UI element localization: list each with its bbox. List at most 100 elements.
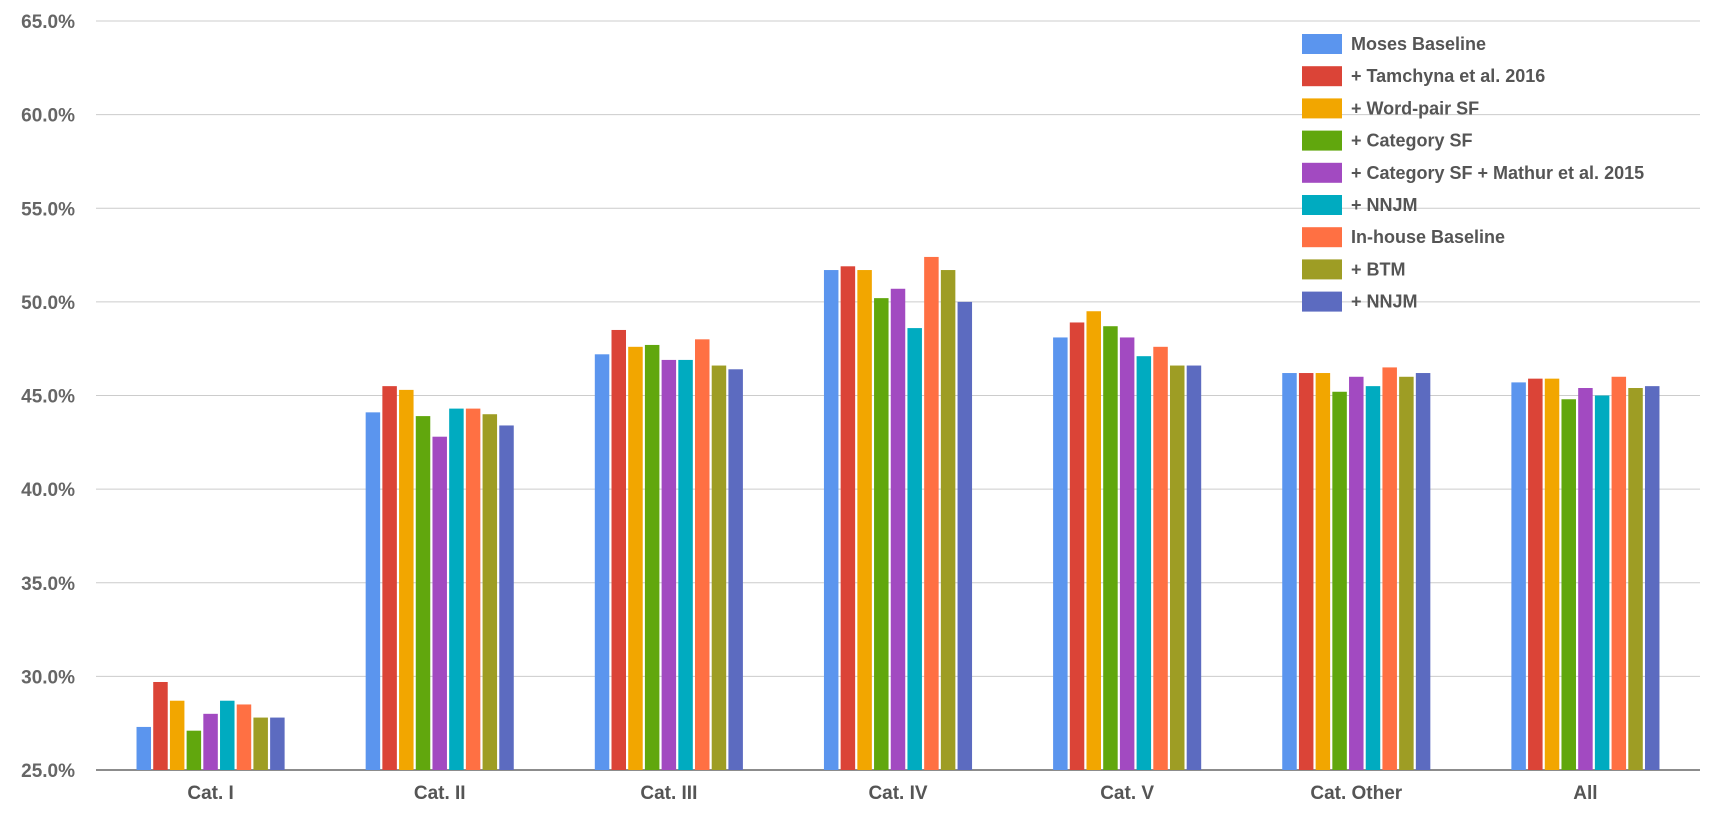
bar [644, 344, 660, 770]
bar [153, 681, 168, 770]
legend-label: + NNJM [1351, 292, 1418, 312]
bar [203, 713, 218, 770]
y-axis-tick-labels: 25.0% 30.0% 35.0% 40.0% 45.0% 50.0% 55.0% 60.0%… [21, 12, 75, 782]
bar [874, 298, 889, 770]
bar [1511, 382, 1526, 770]
bar [1298, 373, 1314, 770]
bar [840, 266, 856, 770]
bar [399, 389, 414, 770]
bar [253, 717, 268, 770]
bar [1086, 311, 1101, 770]
bar [465, 408, 481, 770]
legend-swatch [1302, 66, 1342, 87]
bar [594, 354, 610, 770]
bar [1069, 322, 1085, 770]
bar [957, 301, 973, 770]
bar [728, 369, 743, 770]
y-tick-label: 25.0% [21, 761, 75, 782]
bar [1544, 378, 1560, 770]
legend-swatch [1302, 98, 1342, 119]
x-tick-label: Cat. III [640, 783, 697, 804]
bar [169, 700, 185, 770]
y-tick-label: 65.0% [21, 12, 75, 33]
bar [1644, 386, 1660, 770]
bar [1119, 337, 1135, 770]
bar [695, 339, 710, 770]
bar [382, 386, 397, 770]
bar [1594, 395, 1610, 770]
legend-label: In-house Baseline [1351, 227, 1505, 247]
bar [1103, 326, 1118, 770]
y-tick-label: 60.0% [21, 106, 75, 127]
legend-swatch [1302, 195, 1342, 215]
legend-swatch [1302, 227, 1342, 248]
bar [1349, 376, 1364, 770]
legend-swatch [1302, 259, 1342, 280]
y-tick-label: 45.0% [21, 387, 75, 408]
legend-swatch [1302, 34, 1342, 54]
bar [1628, 388, 1643, 770]
bar [1136, 356, 1152, 770]
bar [940, 270, 956, 770]
bar [1415, 373, 1431, 770]
bar [611, 329, 627, 770]
y-tick-label: 35.0% [21, 574, 75, 595]
x-tick-label: Cat. I [187, 783, 233, 804]
bar [236, 704, 252, 770]
bar [1528, 378, 1543, 770]
bar [186, 730, 202, 770]
bar [220, 700, 235, 770]
bar [1153, 346, 1168, 770]
y-tick-label: 40.0% [21, 480, 75, 501]
bar [432, 436, 447, 770]
bar [1365, 386, 1381, 770]
bar [1578, 388, 1593, 770]
bar [661, 359, 677, 770]
bar [415, 416, 431, 770]
y-tick-label: 30.0% [21, 667, 75, 688]
bar [628, 346, 643, 770]
legend-label: + Word-pair SF [1351, 98, 1479, 118]
bar [1611, 376, 1627, 770]
legend-swatch [1302, 291, 1342, 312]
x-tick-label: Cat. II [414, 783, 466, 804]
bar [482, 414, 498, 770]
x-axis-tick-labels: Cat. I Cat. II Cat. III Cat. IV Cat. V Cat. O… [187, 783, 1597, 804]
bar [499, 425, 514, 770]
bar [823, 270, 839, 770]
bar [1053, 337, 1068, 770]
y-tick-label: 55.0% [21, 199, 75, 220]
bar [1561, 399, 1576, 770]
legend-label: + Tamchyna et al. 2016 [1351, 66, 1545, 86]
bar [365, 412, 381, 770]
bar [857, 270, 872, 770]
bar [1315, 373, 1331, 770]
bar [270, 717, 285, 770]
bar [890, 288, 906, 770]
x-tick-label: Cat. Other [1310, 783, 1402, 804]
bar [1332, 391, 1347, 770]
bar [1186, 365, 1202, 770]
x-tick-label: Cat. V [1100, 783, 1154, 804]
legend-label: Moses Baseline [1351, 34, 1486, 54]
x-tick-label: All [1573, 783, 1597, 804]
bar [1382, 367, 1397, 770]
y-tick-label: 50.0% [21, 293, 75, 314]
bars [136, 256, 1660, 770]
legend: Moses Baseline + Tamchyna et al. 2016 + Wo… [1302, 34, 1644, 312]
legend-swatch [1302, 162, 1342, 183]
bar [449, 408, 464, 770]
legend-label: + NNJM [1351, 195, 1418, 215]
legend-swatch [1302, 130, 1342, 151]
bar [136, 726, 152, 770]
bar [924, 256, 939, 770]
bar [1169, 365, 1185, 770]
legend-label: + BTM [1351, 259, 1406, 279]
x-tick-label: Cat. IV [868, 783, 927, 804]
bar [1282, 373, 1297, 770]
bar [678, 359, 693, 770]
legend-label: + Category SF [1351, 131, 1473, 151]
legend-label: + Category SF + Mathur et al. 2015 [1351, 163, 1644, 183]
bar [711, 365, 727, 770]
